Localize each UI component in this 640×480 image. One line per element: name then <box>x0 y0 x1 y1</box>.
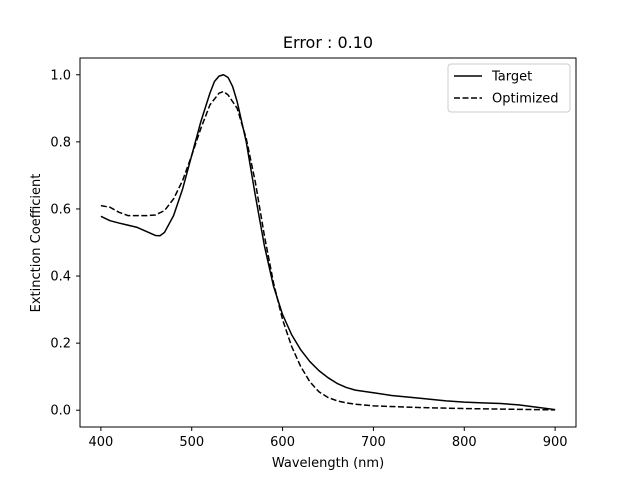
x-tick-label: 600 <box>270 435 295 450</box>
plot-frame <box>79 57 577 428</box>
y-axis-label: Extinction Coefficient <box>29 174 44 313</box>
y-tick-label: 1.0 <box>50 68 71 83</box>
x-tick-label: 700 <box>361 435 386 450</box>
y-tick-label: 0.0 <box>50 404 71 419</box>
y-tick-label: 0.6 <box>50 202 71 217</box>
y-tick-label: 0.8 <box>50 135 71 150</box>
x-tick-label: 800 <box>452 435 477 450</box>
series-line-optimized <box>100 90 556 411</box>
x-axis-label: Wavelength (nm) <box>272 456 384 471</box>
y-tick-label: 0.2 <box>50 337 71 352</box>
legend-label-target: Target <box>491 70 532 85</box>
x-axis-ticks: 400 500 600 700 800 900 <box>88 427 568 450</box>
x-tick-label: 900 <box>543 435 568 450</box>
legend-label-optimized: Optimized <box>492 92 559 107</box>
y-tick-label: 0.4 <box>50 270 71 285</box>
legend: Target Optimized <box>447 63 571 113</box>
series-line-target <box>100 74 556 411</box>
y-axis-ticks: 0.0 0.2 0.4 0.6 0.8 1.0 <box>50 68 80 419</box>
plot-lines <box>100 74 556 411</box>
x-tick-label: 400 <box>88 435 113 450</box>
x-tick-label: 500 <box>179 435 204 450</box>
chart-title: Error : 0.10 <box>283 33 373 52</box>
